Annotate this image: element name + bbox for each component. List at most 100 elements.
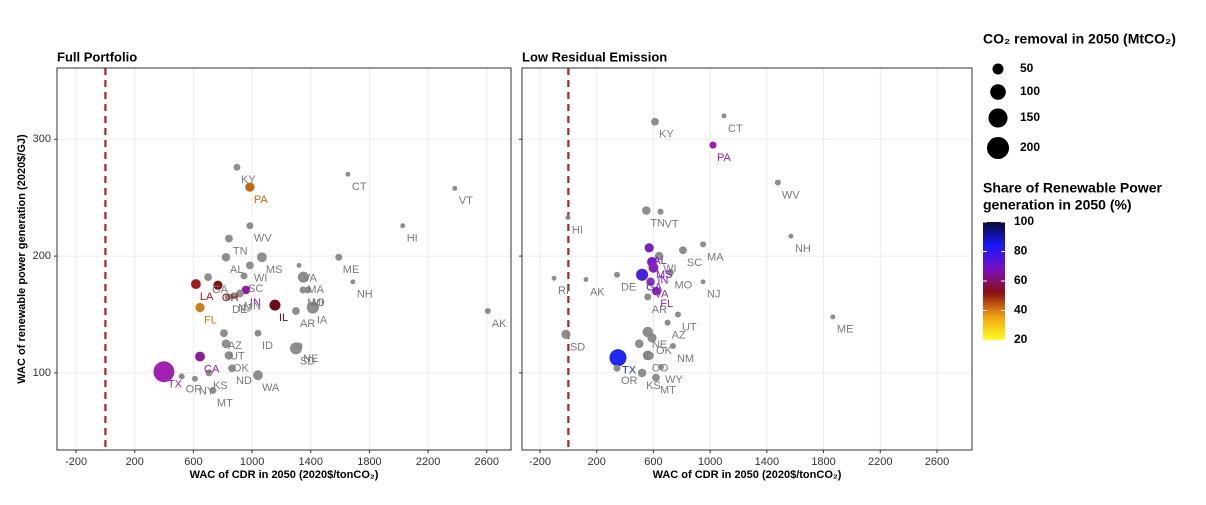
point — [674, 311, 681, 318]
point — [295, 342, 303, 350]
point — [651, 117, 659, 126]
point — [700, 279, 706, 285]
point-label: HI — [407, 233, 418, 245]
point-label: CT — [728, 123, 743, 135]
point — [636, 268, 649, 281]
point-label: UT — [230, 351, 245, 363]
size-legend-label: 100 — [1020, 84, 1040, 98]
point-label: GA — [212, 284, 229, 296]
point-label: ME — [837, 324, 854, 336]
point — [220, 329, 228, 338]
point-label: LA — [200, 291, 214, 303]
point — [213, 280, 223, 290]
point — [335, 253, 343, 261]
point-label: VT — [665, 219, 679, 231]
point — [225, 234, 233, 243]
point — [246, 222, 254, 230]
point — [583, 276, 589, 282]
point — [613, 364, 621, 372]
point — [233, 163, 241, 171]
point-label: ID — [262, 340, 273, 352]
point — [642, 350, 653, 361]
x-tick-label: 1400 — [299, 456, 323, 468]
point-label: KS — [646, 380, 661, 392]
point — [306, 301, 319, 314]
x-tick-label: 200 — [126, 456, 144, 468]
plot-border — [521, 67, 973, 451]
point-label: KY — [241, 174, 256, 186]
point — [236, 289, 244, 298]
point — [292, 307, 300, 315]
point — [613, 271, 621, 278]
point-label: NH — [357, 289, 373, 301]
colorbar-label: 80 — [1014, 244, 1028, 258]
colorbar-label: 60 — [1014, 273, 1028, 287]
point — [205, 369, 213, 377]
point-label: VA — [655, 289, 670, 301]
plot-border — [56, 67, 512, 451]
point-label: CT — [352, 181, 367, 193]
point-label: DE — [621, 282, 636, 294]
x-tick-label: 2200 — [416, 456, 440, 468]
point-label: NH — [795, 243, 811, 255]
point-label: SC — [687, 257, 702, 269]
x-tick-label: 2600 — [925, 456, 949, 468]
point-label: PA — [717, 152, 732, 164]
point — [648, 262, 659, 273]
point-label: OK — [233, 362, 250, 374]
point-label: VT — [459, 195, 473, 207]
point — [647, 333, 657, 343]
y-axis-label: WAC of renewable power generation (2020$… — [16, 134, 28, 384]
point-label: SD — [570, 341, 585, 353]
point-label: AK — [590, 286, 605, 298]
point — [452, 185, 458, 191]
point — [774, 179, 781, 186]
point — [400, 223, 406, 229]
point-label: CO — [652, 362, 669, 374]
point-label: NJ — [238, 303, 251, 315]
plot-background — [57, 68, 511, 450]
colorbar-label: 40 — [1014, 303, 1028, 317]
point — [551, 275, 557, 281]
point — [654, 251, 664, 261]
point — [700, 241, 707, 248]
point — [209, 386, 217, 394]
point — [561, 329, 571, 339]
point-label: IN — [657, 275, 668, 287]
size-legend-key — [988, 108, 1008, 128]
point — [253, 370, 263, 381]
point — [204, 273, 212, 282]
point — [240, 272, 248, 280]
point — [221, 252, 231, 262]
x-tick-label: 1800 — [811, 456, 835, 468]
point-label: KY — [659, 129, 674, 141]
point-label: AR — [652, 304, 667, 316]
point — [609, 349, 627, 367]
point-label: AZ — [672, 330, 686, 342]
point — [666, 268, 674, 276]
point-label: AL — [653, 255, 666, 267]
panel-title: Full Portfolio — [57, 49, 137, 64]
point — [721, 113, 727, 119]
point-label: TN — [233, 245, 248, 257]
point — [230, 292, 238, 300]
point — [565, 215, 571, 220]
point-label: TN — [650, 217, 665, 229]
size-legend-key — [990, 84, 1006, 100]
point-label: ME — [343, 264, 360, 276]
x-tick-label: 1000 — [240, 456, 264, 468]
point — [190, 279, 201, 290]
point-label: WV — [254, 233, 272, 245]
point-label: IL — [279, 312, 288, 324]
x-tick-label: -200 — [529, 456, 551, 468]
point — [245, 261, 254, 270]
point-label: OH — [222, 292, 239, 304]
y-tick-label: 300 — [33, 133, 51, 145]
colorbar-label: 20 — [1014, 332, 1028, 346]
point-label: WI — [254, 272, 267, 284]
x-tick-label: 600 — [644, 456, 662, 468]
point-label: HI — [572, 224, 583, 236]
point-label: CA — [204, 363, 220, 375]
point — [195, 351, 205, 362]
point-label: GA — [646, 282, 663, 294]
